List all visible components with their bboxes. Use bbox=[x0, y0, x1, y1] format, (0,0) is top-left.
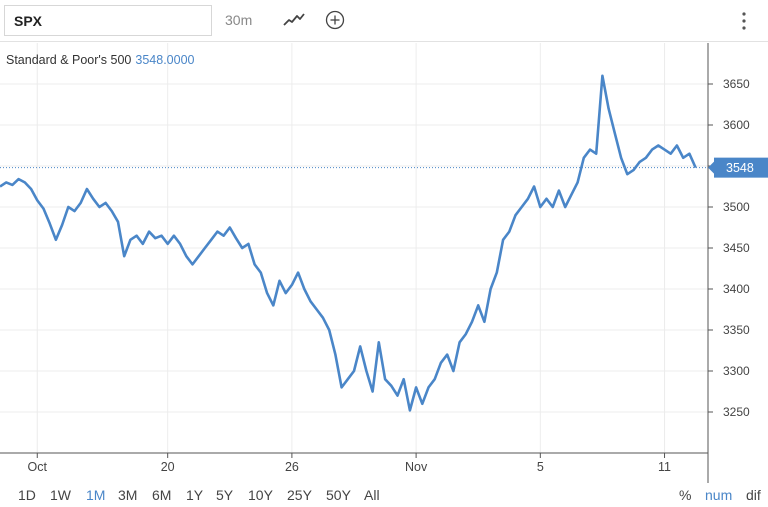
range-bar: 1D 1W 1M 3M 6M 1Y 5Y 10Y 25Y 50Y All% num dif bbox=[0, 483, 768, 507]
last-price-badge-bg bbox=[714, 157, 768, 178]
last-price-badge-label: 3548 bbox=[726, 161, 754, 175]
y-tick-label: 3500 bbox=[723, 200, 750, 214]
chart-toolbar: SPX 30m bbox=[0, 0, 768, 42]
range-button-25y[interactable]: 25Y bbox=[287, 487, 312, 503]
y-tick-label: 3400 bbox=[723, 282, 750, 296]
vertical-dots-icon[interactable] bbox=[737, 11, 751, 31]
range-button-6m[interactable]: 6M bbox=[152, 487, 172, 503]
range-button-1y[interactable]: 1Y bbox=[186, 487, 204, 503]
y-tick-label: 3350 bbox=[723, 323, 750, 337]
range-button-1d[interactable]: 1D bbox=[18, 487, 36, 503]
y-tick-label: 3450 bbox=[723, 241, 750, 255]
x-tick-label: 5 bbox=[537, 460, 544, 474]
mode-button-num[interactable]: num bbox=[705, 487, 733, 503]
range-button-1w[interactable]: 1W bbox=[50, 487, 71, 503]
range-button-50y[interactable]: 50Y bbox=[326, 487, 351, 503]
x-tick-label: 20 bbox=[161, 460, 175, 474]
plus-circle-icon[interactable] bbox=[325, 10, 345, 30]
y-tick-label: 3300 bbox=[723, 364, 750, 378]
x-tick-label: 11 bbox=[658, 460, 671, 474]
range-button-10y[interactable]: 10Y bbox=[248, 487, 273, 503]
mode-button-dif[interactable]: dif bbox=[746, 487, 761, 503]
y-tick-label: 3250 bbox=[723, 405, 750, 419]
range-button-5y[interactable]: 5Y bbox=[216, 487, 234, 503]
x-tick-label: Nov bbox=[405, 460, 428, 474]
range-button-1m[interactable]: 1M bbox=[86, 487, 106, 503]
x-tick-label: 26 bbox=[285, 460, 299, 474]
series-line bbox=[0, 74, 697, 412]
symbol-input[interactable]: SPX bbox=[4, 5, 212, 36]
range-button-3m[interactable]: 3M bbox=[118, 487, 138, 503]
y-tick-label: 3600 bbox=[723, 118, 750, 132]
last-price-badge: 3548 bbox=[708, 157, 768, 178]
interval-selector[interactable]: 30m bbox=[225, 12, 253, 28]
last-price-badge-arrow bbox=[708, 161, 714, 174]
line-chart-icon[interactable] bbox=[283, 12, 305, 28]
range-button-all[interactable]: All bbox=[364, 487, 380, 503]
symbol-text: SPX bbox=[14, 13, 43, 29]
chart-legend: Standard & Poor's 500 3548.0000 bbox=[6, 53, 194, 67]
x-tick-label: Oct bbox=[28, 460, 48, 474]
legend-series-name: Standard & Poor's 500 bbox=[6, 53, 132, 67]
mode-button-percent[interactable]: % bbox=[679, 487, 692, 503]
legend-series-value: 3548.0000 bbox=[135, 53, 195, 67]
y-tick-label: 3650 bbox=[723, 77, 750, 91]
price-chart[interactable]: 325033003350340034503500355036003650Oct2… bbox=[0, 0, 768, 483]
